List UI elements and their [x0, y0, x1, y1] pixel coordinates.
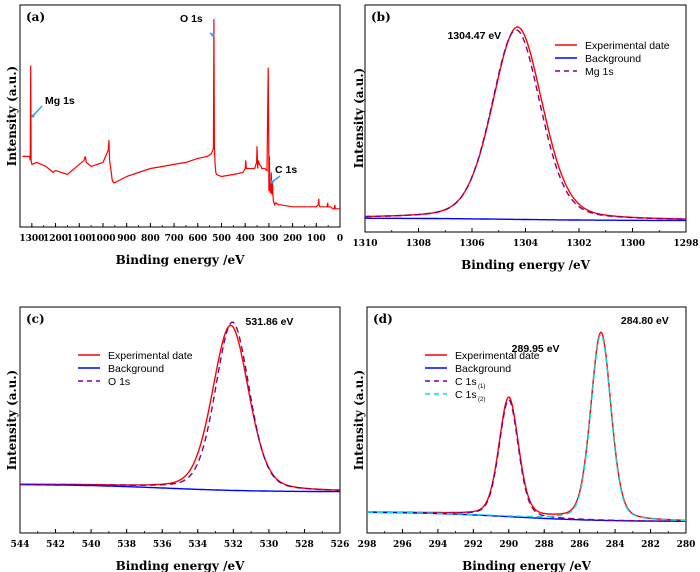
y-axis-label: Intensity (a.u.): [352, 68, 366, 168]
series-line-background: [20, 483, 340, 493]
y-axis-label: Intensity (a.u.): [5, 66, 19, 166]
legend-label: Mg 1s: [585, 66, 614, 78]
x-tick-label: 528: [295, 540, 314, 550]
chart-panel-2: (b) 1310 1308 1306 1304 1302 1300 1298 Binding e…: [352, 4, 699, 272]
x-tick-label: 526: [331, 540, 350, 550]
x-tick-label: 282: [641, 540, 660, 550]
legend-subscript: (1): [478, 384, 485, 390]
annotation-arrow: [32, 105, 43, 117]
x-tick-label: 290: [499, 540, 518, 550]
x-tick-label: 1302: [566, 239, 591, 249]
legend-label: Experimental date: [108, 350, 193, 362]
x-tick-label: 1100: [67, 234, 92, 244]
x-tick-label: 536: [153, 540, 172, 550]
x-tick-label: 288: [535, 540, 554, 550]
y-axis-label: Intensity (a.u.): [5, 370, 19, 470]
legend-label: C 1s: [455, 376, 477, 388]
x-tick-label: 200: [283, 234, 302, 244]
legend-label: Experimental date: [455, 350, 540, 362]
peak-value-label: 289.95 eV: [512, 343, 560, 355]
x-tick-label: 1300: [19, 234, 44, 244]
x-tick-label: 280: [677, 540, 696, 550]
annotation-arrow-head: [31, 114, 35, 118]
x-tick-label: 542: [46, 540, 65, 550]
annotation-arrow-head: [211, 33, 215, 37]
series-line-c-1s-1-: [367, 399, 686, 522]
chart-panel-4: (d) 298 296 294 292 290 288 286 284 282 280 Binding…: [352, 306, 696, 572]
peak-annotation: C 1s: [275, 164, 297, 176]
panel-label: (d): [373, 312, 393, 326]
x-tick-label: 600: [188, 234, 207, 244]
y-axis-label: Intensity (a.u.): [352, 370, 366, 470]
peak-annotation: O 1s: [180, 13, 203, 25]
chart-panel-3: (c) 544 542 540 538 536 534 532 530 528 526 Binding…: [5, 306, 350, 572]
x-tick-label: 500: [212, 234, 231, 244]
peak-value-label: 531.86 eV: [246, 316, 294, 328]
legend-label: Background: [108, 363, 164, 375]
x-tick-label: 100: [307, 234, 326, 244]
legend-label: Background: [455, 363, 511, 375]
x-tick-label: 1310: [352, 239, 377, 249]
x-tick-label: 284: [606, 540, 625, 550]
x-tick-label: 400: [236, 234, 255, 244]
survey-spectrum-line: [22, 19, 340, 210]
series-line-c-1s-2-: [367, 333, 686, 522]
annotation-arrow-head: [270, 180, 274, 184]
legend-subscript: (2): [478, 397, 485, 403]
x-tick-label: 286: [570, 540, 589, 550]
x-axis-label: Binding energy /eV: [116, 253, 246, 267]
peak-value-label: 1304.47 eV: [447, 30, 501, 42]
peak-annotation: Mg 1s: [45, 95, 75, 107]
x-tick-label: 544: [11, 540, 30, 550]
plot-frame: [366, 306, 687, 534]
legend-label: C 1s: [455, 389, 477, 401]
x-axis-label: Binding energy /eV: [462, 559, 592, 572]
x-tick-label: 900: [117, 234, 136, 244]
x-tick-label: 0: [337, 234, 343, 244]
legend-label: Background: [585, 53, 641, 65]
plot-area: [22, 19, 340, 210]
series-line-background: [365, 217, 686, 222]
plot-frame: [19, 306, 341, 534]
x-tick-label: 300: [259, 234, 278, 244]
x-tick-label: 530: [259, 540, 278, 550]
x-tick-label: 1304: [513, 239, 538, 249]
x-tick-label: 298: [358, 540, 377, 550]
annotation-arrow: [271, 175, 281, 183]
x-tick-label: 1000: [90, 234, 115, 244]
x-tick-label: 800: [141, 234, 160, 244]
plot-frame: [19, 4, 341, 228]
panel-label: (b): [371, 10, 391, 24]
x-tick-label: 534: [188, 540, 207, 550]
x-tick-label: 296: [393, 540, 412, 550]
x-axis-label: Binding energy /eV: [461, 258, 591, 272]
x-tick-label: 538: [117, 540, 136, 550]
plot-area: [367, 331, 686, 522]
x-tick-label: 1298: [673, 239, 698, 249]
plot-area: [365, 26, 686, 222]
x-tick-label: 1306: [459, 239, 484, 249]
x-tick-label: 1308: [406, 239, 431, 249]
series-line-mg-1s: [365, 29, 686, 220]
x-tick-label: 1200: [43, 234, 68, 244]
panel-label: (c): [26, 312, 45, 326]
plot-area: [20, 321, 340, 493]
x-tick-label: 540: [82, 540, 101, 550]
x-tick-label: 700: [165, 234, 184, 244]
series-line-o-1s: [20, 321, 340, 491]
panel-label: (a): [26, 10, 45, 24]
x-axis-label: Binding energy /eV: [116, 559, 246, 572]
x-tick-label: 1300: [620, 239, 645, 249]
x-tick-label: 294: [428, 540, 447, 550]
peak-value-label: 284.80 eV: [621, 315, 669, 327]
x-tick-label: 532: [224, 540, 243, 550]
legend-label: O 1s: [108, 376, 130, 388]
legend-label: Experimental date: [585, 40, 670, 52]
x-tick-label: 292: [464, 540, 483, 550]
